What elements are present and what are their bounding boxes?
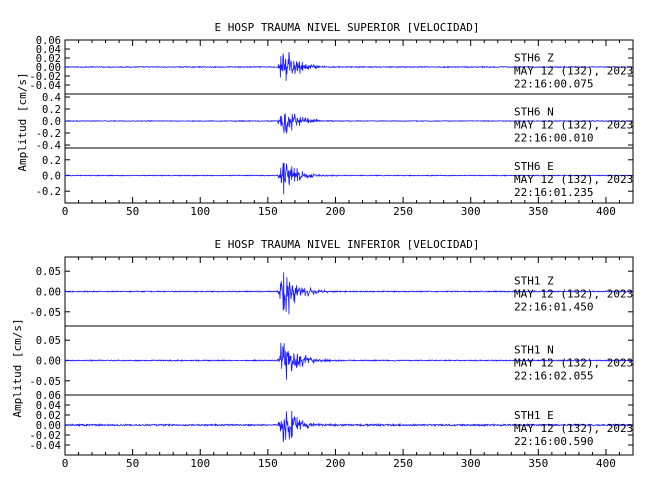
time-label: 22:16:01.235 (514, 186, 593, 199)
x-tick-label: 50 (126, 457, 139, 470)
x-tick-label: 300 (461, 457, 481, 470)
station-label: STH1 N (514, 344, 554, 357)
x-tick-label: 350 (528, 205, 548, 218)
y-tick-label: -0.05 (29, 307, 61, 319)
y-tick-label: -0.05 (29, 376, 61, 388)
date-label: MAY 12 (132), 2023 (514, 119, 633, 132)
y-tick-label: -0.02 (29, 71, 61, 83)
waveform-trace (64, 113, 634, 135)
time-label: 22:16:00.010 (514, 132, 593, 145)
time-label: 22:16:01.450 (514, 301, 593, 314)
figure-upper: 0 50 100 150 200 250 300 350 4000.060.040.020.00… (29, 35, 634, 218)
y-tick-label: 0.4 (42, 92, 61, 104)
date-label: MAY 12 (132), 2023 (514, 173, 633, 186)
y-tick-label: -0.2 (36, 186, 61, 198)
station-label: STH6 Z (514, 52, 554, 65)
y-tick-label: 0.2 (42, 104, 61, 116)
y-tick-label: 0.00 (36, 420, 61, 432)
y-axis-label-upper: Amplitud [cm/s] (16, 72, 29, 171)
y-tick-label: 0.04 (36, 400, 61, 412)
x-tick-label: 250 (393, 457, 413, 470)
time-label: 22:16:02.055 (514, 370, 593, 383)
y-tick-label: 0.02 (36, 410, 61, 422)
y-tick-label: 0.2 (42, 155, 61, 167)
x-tick-label: 300 (461, 205, 481, 218)
x-tick-label: 0 (62, 457, 69, 470)
x-tick-label: 200 (326, 205, 346, 218)
y-tick-label: 0.00 (36, 287, 61, 299)
y-tick-label: 0.06 (36, 390, 61, 402)
y-tick-label: 0.00 (36, 62, 61, 74)
waveform-trace (64, 411, 634, 443)
y-tick-label: 0.0 (42, 171, 61, 183)
y-tick-label: -0.02 (29, 430, 61, 442)
y-axis-label-lower: Amplitud [cm/s] (11, 318, 24, 417)
waveform-trace (64, 272, 634, 315)
figure-title-upper: E HOSP TRAUMA NIVEL SUPERIOR [VELOCIDAD] (215, 21, 480, 34)
waveform-trace (64, 51, 634, 82)
y-tick-label: 0.06 (36, 35, 61, 47)
y-tick-label: 0.00 (36, 356, 61, 368)
time-label: 22:16:00.590 (514, 435, 593, 448)
station-label: STH1 E (514, 409, 554, 422)
y-tick-label: 0.02 (36, 53, 61, 65)
y-tick-label: 0.05 (36, 335, 61, 347)
figure-title-lower: E HOSP TRAUMA NIVEL INFERIOR [VELOCIDAD] (215, 238, 480, 251)
x-tick-label: 400 (596, 457, 616, 470)
y-tick-label: -0.04 (29, 440, 61, 452)
y-tick-label: 0.04 (36, 44, 61, 56)
x-tick-label: 400 (596, 205, 616, 218)
time-label: 22:16:00.075 (514, 78, 593, 91)
x-tick-label: 100 (190, 457, 210, 470)
x-tick-label: 350 (528, 457, 548, 470)
y-tick-label: -0.2 (36, 128, 61, 140)
date-label: MAY 12 (132), 2023 (514, 422, 633, 435)
date-label: MAY 12 (132), 2023 (514, 288, 633, 301)
figure-lower: 0 50 100 150 200 250 300 350 400 0.05 0.00 -0.05 STH… (29, 256, 634, 470)
x-tick-label: 0 (62, 205, 69, 218)
y-tick-label: -0.4 (36, 140, 61, 152)
station-label: STH1 Z (514, 275, 554, 288)
date-label: MAY 12 (132), 2023 (514, 357, 633, 370)
y-tick-label: 0.0 (42, 116, 61, 128)
x-tick-label: 250 (393, 205, 413, 218)
x-tick-label: 50 (126, 205, 139, 218)
waveform-trace (64, 162, 634, 195)
station-label: STH6 N (514, 106, 554, 119)
date-label: MAY 12 (132), 2023 (514, 65, 633, 78)
y-tick-label: 0.05 (36, 266, 61, 278)
y-tick-label: -0.04 (29, 80, 61, 92)
station-label: STH6 E (514, 160, 554, 173)
x-tick-label: 150 (258, 205, 278, 218)
waveform-trace (64, 342, 634, 380)
x-tick-label: 100 (190, 205, 210, 218)
x-tick-label: 150 (258, 457, 278, 470)
x-tick-label: 200 (326, 457, 346, 470)
